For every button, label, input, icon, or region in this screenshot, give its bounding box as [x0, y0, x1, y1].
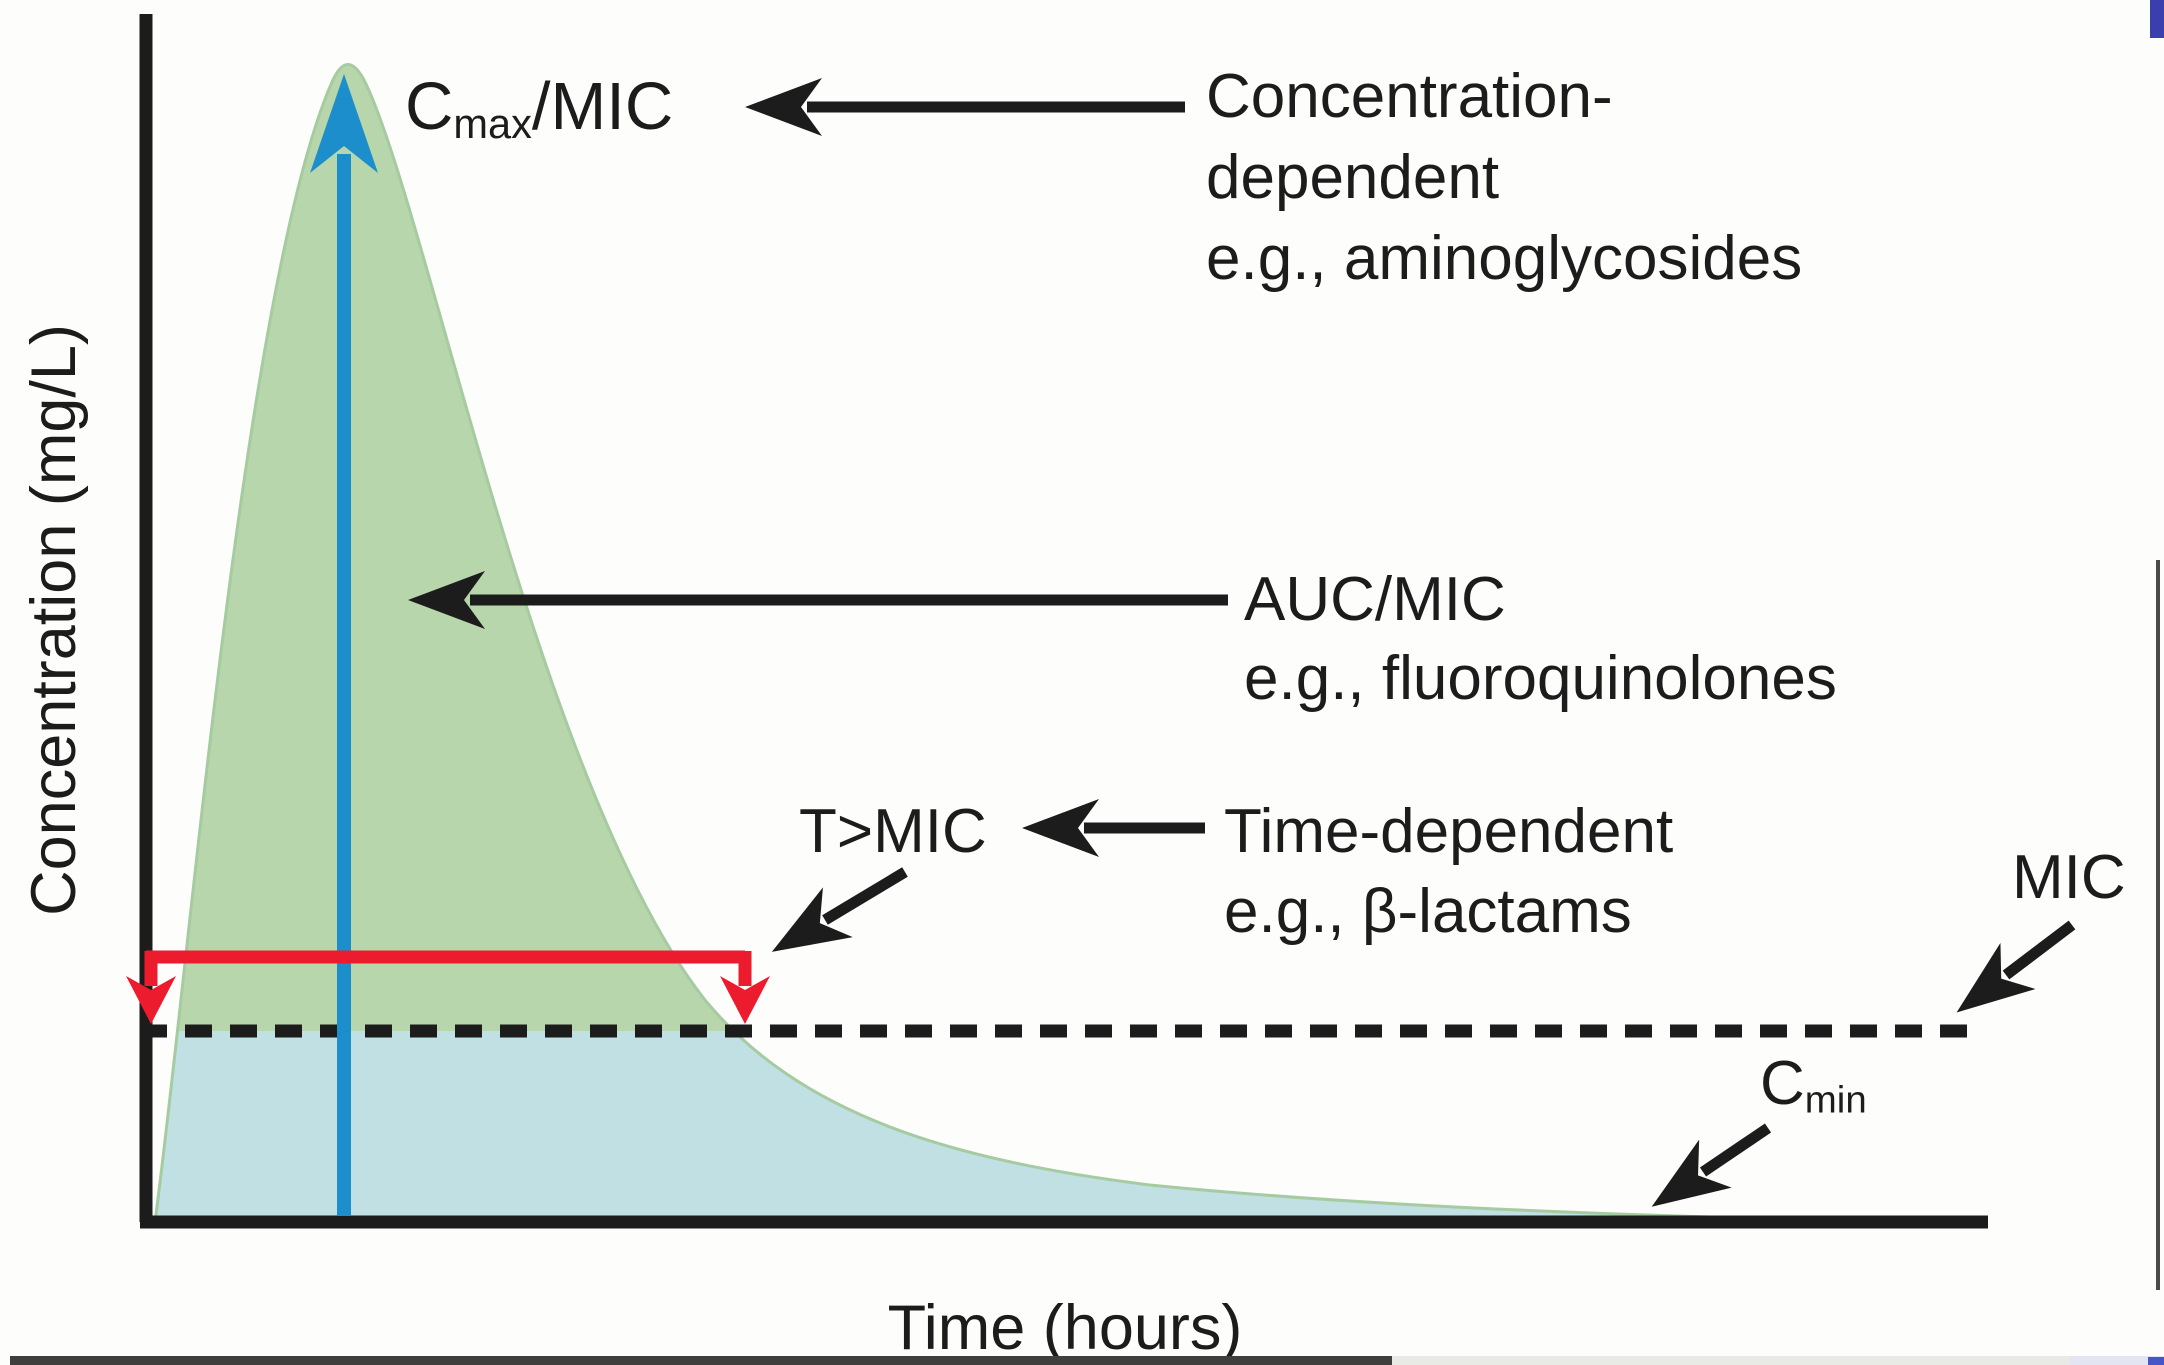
- time-dependent-line2: e.g., β-lactams: [1224, 877, 1632, 946]
- screen-edge-artifact-right-line: [2156, 560, 2160, 1290]
- time-dependent-label: Time-dependent e.g., β-lactams: [1224, 792, 1673, 952]
- mic-label: MIC: [2012, 843, 2126, 912]
- cmax-sub: max: [453, 100, 532, 148]
- concentration-dependent-line3: e.g., aminoglycosides: [1206, 224, 1803, 293]
- screen-edge-artifact-bottom-dark: [10, 1356, 1392, 1365]
- screen-edge-artifact-bottom-blue: [2148, 1357, 2164, 1365]
- auc-mic-line2: e.g., fluoroquinolones: [1244, 644, 1837, 713]
- cmax-post: /MIC: [531, 69, 674, 144]
- screen-edge-artifact-bottom-light: [1392, 1356, 2070, 1365]
- cmin-sub: min: [1804, 1078, 1867, 1122]
- cmax-pre: C: [405, 69, 454, 144]
- cmin-pointer-arrow: [1651, 1123, 1772, 1207]
- screen-edge-artifact-bottom-corner: [2070, 1356, 2164, 1365]
- auc-mic-label: AUC/MIC e.g., fluoroquinolones: [1244, 560, 1837, 718]
- screen-edge-artifact-top-blue: [2150, 0, 2164, 38]
- tmic-to-bracket-arrow: [771, 867, 908, 952]
- cmax-mic-label: Cmax/MIC: [405, 64, 673, 150]
- cmin-pre: C: [1760, 1049, 1805, 1118]
- concentration-dependent-line1: Concentration-: [1206, 62, 1613, 131]
- t-gt-mic-label: T>MIC: [799, 797, 987, 866]
- mic-pointer-arrow: [1956, 920, 2076, 1013]
- y-axis-label: Concentration (mg/L): [19, 324, 89, 916]
- concentration-dependent-line2: dependent: [1206, 143, 1500, 212]
- concentration-curve: [153, 63, 1831, 1223]
- auc-above-mic-area: [155, 64, 1830, 1031]
- x-axis-label: Time (hours): [887, 1293, 1243, 1363]
- cmin-label: Cmin: [1760, 1044, 1867, 1124]
- time-dependent-line1: Time-dependent: [1224, 797, 1674, 866]
- concentration-dependent-label: Concentration- dependent e.g., aminoglyc…: [1206, 56, 1802, 299]
- auc-mic-line1: AUC/MIC: [1244, 565, 1506, 634]
